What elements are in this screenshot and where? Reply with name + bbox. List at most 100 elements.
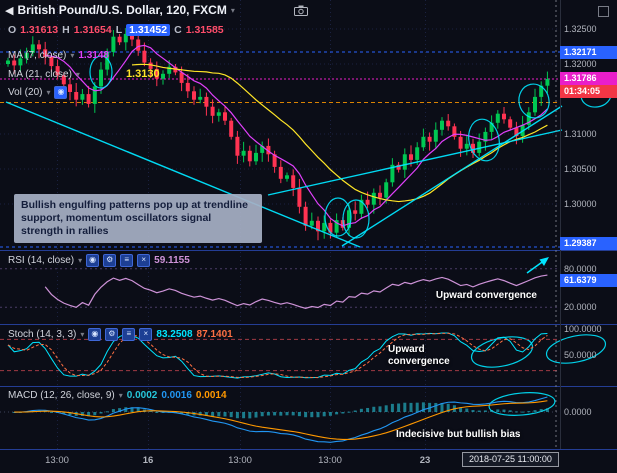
menu-icon[interactable]: ≡ — [122, 328, 136, 341]
stoch-label: Stoch (14, 3, 3) — [8, 329, 77, 340]
macd-hist-bar — [328, 412, 332, 416]
macd-hist-bar — [254, 412, 258, 418]
annotation-note[interactable]: Bullish engulfing patterns pop up at tre… — [14, 194, 262, 243]
price-scale-label: 1.30500 — [564, 164, 597, 174]
macd-hist-bar — [279, 412, 283, 416]
macd-hist-bar — [496, 409, 500, 412]
eye-icon[interactable]: ◉ — [86, 254, 100, 267]
symbol-title[interactable]: British Pound/U.S. Dollar, 120, FXCM — [17, 3, 227, 17]
high-label: H — [62, 24, 70, 36]
chevron-down-icon[interactable]: ▾ — [230, 5, 235, 15]
candle-body — [6, 60, 10, 64]
candle-body — [353, 210, 358, 214]
pattern-ellipse[interactable] — [342, 199, 370, 239]
candle-body — [471, 143, 475, 153]
macd-hist-bar — [465, 408, 469, 412]
trendline[interactable] — [267, 129, 563, 196]
pattern-ellipse[interactable] — [89, 55, 113, 89]
chevron-down-icon[interactable]: ▾ — [118, 391, 123, 400]
menu-icon[interactable]: ≡ — [120, 254, 134, 267]
candle-body — [117, 36, 122, 43]
eye-icon[interactable]: ◉ — [54, 86, 68, 99]
stoch-scale-label: 100.0000 — [564, 324, 602, 334]
macd-hist-bar — [273, 412, 277, 416]
maximize-icon[interactable] — [598, 6, 609, 17]
candle-body — [105, 52, 110, 70]
macd-hist-bar — [471, 410, 475, 412]
candle-body — [55, 66, 60, 76]
macd-label: MACD (12, 26, close, 9) — [8, 390, 115, 401]
macd-hist-bar — [545, 408, 549, 412]
chevron-down-icon[interactable]: ▾ — [78, 256, 83, 265]
indicator-row-stoch[interactable]: Stoch (14, 3, 3) ▾ ◉ ⚙ ≡ × 83.2508 87.14… — [8, 328, 233, 341]
pattern-ellipse[interactable] — [516, 81, 552, 120]
gear-icon[interactable]: ⚙ — [103, 254, 117, 267]
macd-hist-bar — [229, 412, 233, 418]
macd-hist-bar — [130, 407, 134, 412]
macd-hist-bar — [62, 412, 66, 415]
pattern-ellipse[interactable] — [544, 330, 608, 368]
macd-hist-bar — [434, 402, 438, 412]
time-axis-label: 13:00 — [318, 455, 342, 466]
pattern-ellipse[interactable] — [488, 390, 556, 418]
ma7-line — [45, 44, 548, 227]
indicator-row-macd[interactable]: MACD (12, 26, close, 9) ▾ 0.0002 0.0016 … — [8, 390, 227, 401]
macd-hist-bar — [211, 412, 215, 417]
candle-body — [427, 136, 432, 142]
high-value: 1.31654 — [73, 24, 112, 36]
candle-body — [328, 222, 333, 233]
pattern-ellipse[interactable] — [469, 332, 535, 372]
candle-body — [316, 220, 320, 232]
candle-body — [254, 152, 258, 162]
macd-hist-bar — [204, 412, 208, 417]
chevron-down-icon[interactable]: ▾ — [80, 330, 85, 339]
candle-body — [223, 112, 227, 121]
candle-body — [185, 82, 190, 92]
candle-body — [539, 85, 544, 97]
price-scale-label: 1.31000 — [564, 129, 597, 139]
macd-hist-bar — [415, 402, 419, 412]
indicator-row-vol[interactable]: Vol (20) ▾ ◉ — [8, 86, 68, 99]
candle-body — [322, 222, 327, 232]
macd-hist-bar — [533, 410, 537, 412]
macd-hist-bar — [111, 409, 115, 412]
gear-icon[interactable]: ⚙ — [105, 328, 119, 341]
time-axis-label: 16 — [142, 455, 154, 466]
close-label: C — [174, 24, 182, 36]
candle-body — [452, 126, 457, 137]
indicator-row-ma7[interactable]: MA (7, close) ▾ 1.3148 — [8, 50, 109, 61]
candle-body — [514, 127, 519, 137]
macd-hist-bar — [80, 412, 84, 416]
stoch-scale-label: 50.0000 — [564, 350, 597, 360]
candle-body — [477, 141, 482, 153]
macd-hist-bar — [118, 408, 122, 412]
macd-annotation: Indecisive but bullish bias — [396, 429, 521, 440]
price-scale-label: 1.32500 — [564, 24, 597, 34]
macd-hist-bar — [335, 412, 339, 415]
back-icon[interactable]: ◀ — [5, 4, 14, 17]
trendline[interactable] — [5, 101, 361, 248]
pattern-ellipse[interactable] — [324, 197, 352, 237]
macd-hist-bar — [372, 406, 376, 412]
macd-hist-bar — [483, 410, 487, 412]
candle-body — [142, 50, 147, 63]
chevron-down-icon[interactable]: ▾ — [46, 88, 51, 97]
macd-hist-bar — [186, 412, 190, 415]
indicator-row-ma21[interactable]: MA (21, close) ▾ 1.3130 — [8, 68, 160, 80]
pattern-ellipse[interactable] — [465, 116, 503, 163]
eye-icon[interactable]: ◉ — [88, 328, 102, 341]
candle-body — [136, 39, 141, 51]
close-icon[interactable]: × — [137, 254, 151, 267]
chevron-down-icon[interactable]: ▾ — [75, 69, 80, 79]
chevron-down-icon[interactable]: ▾ — [70, 51, 75, 60]
indicator-row-rsi[interactable]: RSI (14, close) ▾ ◉ ⚙ ≡ × 59.1155 — [8, 254, 190, 267]
close-icon[interactable]: × — [139, 328, 153, 341]
candle-body — [130, 33, 134, 40]
price-scale-label: 1.30000 — [564, 199, 597, 209]
trendline[interactable] — [341, 105, 563, 247]
candle-body — [148, 62, 153, 69]
macd-hist-bar — [359, 408, 363, 412]
camera-icon[interactable] — [293, 5, 308, 16]
candle-body — [502, 113, 506, 120]
